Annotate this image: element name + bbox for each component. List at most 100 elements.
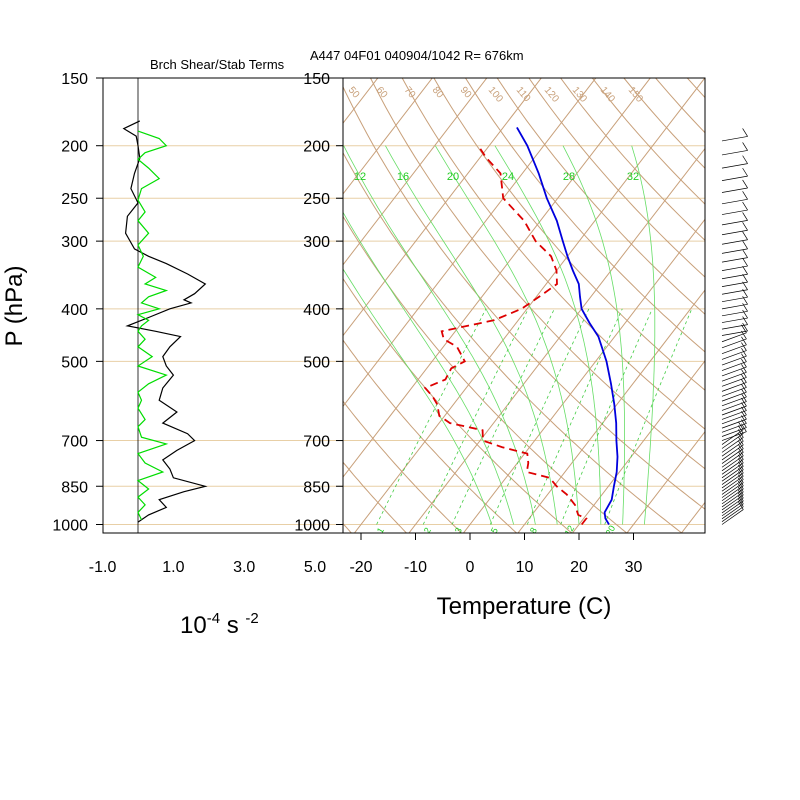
right-panel-title: A447 04F01 040904/1042 R= 676km [310, 48, 524, 63]
wind-barb [721, 410, 747, 420]
left-series-green [136, 130, 169, 520]
wind-barb-flag [738, 454, 744, 464]
wind-barb [721, 209, 748, 215]
left-y-tick-label: 250 [61, 191, 88, 208]
wind-barb [721, 491, 744, 508]
moist-adiabat-label: 28 [563, 171, 575, 183]
wind-barb [721, 257, 748, 263]
dry-adiabat-line [343, 277, 573, 533]
dry-adiabat-line [343, 151, 683, 533]
isotherm-line [0, 62, 281, 536]
dry-adiabat-line [343, 461, 408, 533]
mixing-ratio-line [489, 308, 590, 525]
wind-barb [721, 175, 748, 181]
wind-barb-flag [741, 336, 747, 346]
wind-barb [721, 350, 747, 360]
dry-adiabat-line [343, 85, 705, 510]
mixing-ratio-line [451, 308, 555, 525]
wind-barb-flag [742, 201, 748, 211]
wind-barb [721, 437, 744, 453]
dry-adiabat-line [623, 78, 705, 169]
moist-adiabat-line [631, 145, 656, 525]
dry-adiabat-line [343, 215, 628, 533]
wind-barb [721, 418, 747, 429]
wind-barb [721, 371, 747, 382]
wind-barb [721, 338, 747, 349]
wind-barb [721, 248, 748, 254]
isotherm-line [343, 78, 542, 337]
wind-barb [721, 462, 744, 479]
wind-barb-flag [742, 191, 748, 200]
moist-adiabat-line [562, 145, 625, 525]
wind-barb [721, 455, 744, 472]
wind-barb [721, 377, 747, 387]
wind-barb-flag [742, 257, 748, 267]
left-x-tick-label: 3.0 [233, 559, 255, 576]
wind-barb [721, 472, 744, 489]
wind-barb-flag [742, 212, 748, 221]
wind-barb-flag [738, 451, 744, 460]
wind-barb [721, 466, 744, 482]
wind-barb-flag [742, 128, 748, 137]
left-isobar-lines [103, 145, 343, 525]
dry-adiabat-label: 110 [514, 85, 533, 105]
wind-barb-flag [738, 444, 744, 453]
wind-barb [721, 427, 747, 437]
wind-barb-flag [741, 348, 747, 357]
wind-barb-flag [738, 464, 744, 474]
skew-t-x-axis-label: Temperature (C) [437, 593, 612, 620]
dry-adiabat-label: 80 [430, 85, 446, 101]
wind-barb-flag [742, 316, 748, 325]
skew-t-x-tick-label: -10 [404, 559, 427, 576]
isotherm-line [343, 78, 379, 125]
wind-barb [721, 433, 744, 449]
isotherm-line [343, 78, 597, 408]
wind-barb [721, 423, 747, 433]
dry-adiabat-line [766, 62, 800, 536]
dry-adiabat-line [83, 62, 299, 536]
wind-barb [721, 482, 744, 498]
isotherm-line [343, 78, 488, 266]
isotherm-line [0, 62, 336, 536]
dry-adiabat-label: 70 [402, 85, 418, 101]
wind-barb [721, 361, 747, 371]
temperature-profile [516, 126, 619, 525]
wind-barb-flag [738, 447, 744, 457]
dry-adiabat-label: 120 [542, 85, 561, 105]
isotherm-line [517, 289, 705, 533]
skew-t-x-tick-label: -20 [349, 559, 372, 576]
wind-barb [721, 494, 744, 511]
mixing-ratio-line [560, 308, 653, 525]
left-x-tick-labels: -1.0 1.0 3.0 5.0 [89, 559, 326, 576]
wind-barb [721, 401, 747, 411]
mixing-ratio-label: 20 [604, 524, 618, 538]
wind-barb [721, 229, 748, 236]
wind-barb-flag [741, 411, 747, 420]
wind-barb-flag [742, 155, 748, 164]
dry-adiabat-label: 100 [486, 85, 505, 105]
skew-t-y-tick-label: 1000 [294, 518, 330, 535]
mixing-ratio-label: 12 [563, 524, 577, 538]
left-y-tick-label: 850 [61, 479, 88, 496]
wind-barb [721, 317, 748, 323]
moist-adiabat-line [434, 145, 580, 525]
isotherm-line [0, 62, 227, 536]
mixing-ratio-label: 8 [528, 526, 539, 535]
dry-adiabat-line [369, 78, 705, 470]
mixing-ratio-label: 3 [453, 526, 464, 535]
moist-adiabat-label: 32 [627, 171, 639, 183]
wind-barb [721, 296, 748, 303]
skew-t-background-grid [0, 62, 800, 536]
wind-barb [721, 405, 747, 416]
wind-barb [721, 448, 744, 464]
left-y-axis-label: P (hPa) [1, 266, 28, 347]
mixing-ratio-label: 1 [375, 526, 386, 535]
wind-barb-flag [742, 167, 748, 177]
moist-adiabat-line [343, 145, 536, 525]
wind-barb-flag [742, 322, 748, 332]
isotherm-line [408, 147, 705, 533]
wind-barb [721, 310, 748, 317]
wind-barb-flag [742, 179, 748, 189]
wind-barb-flag [742, 249, 748, 258]
